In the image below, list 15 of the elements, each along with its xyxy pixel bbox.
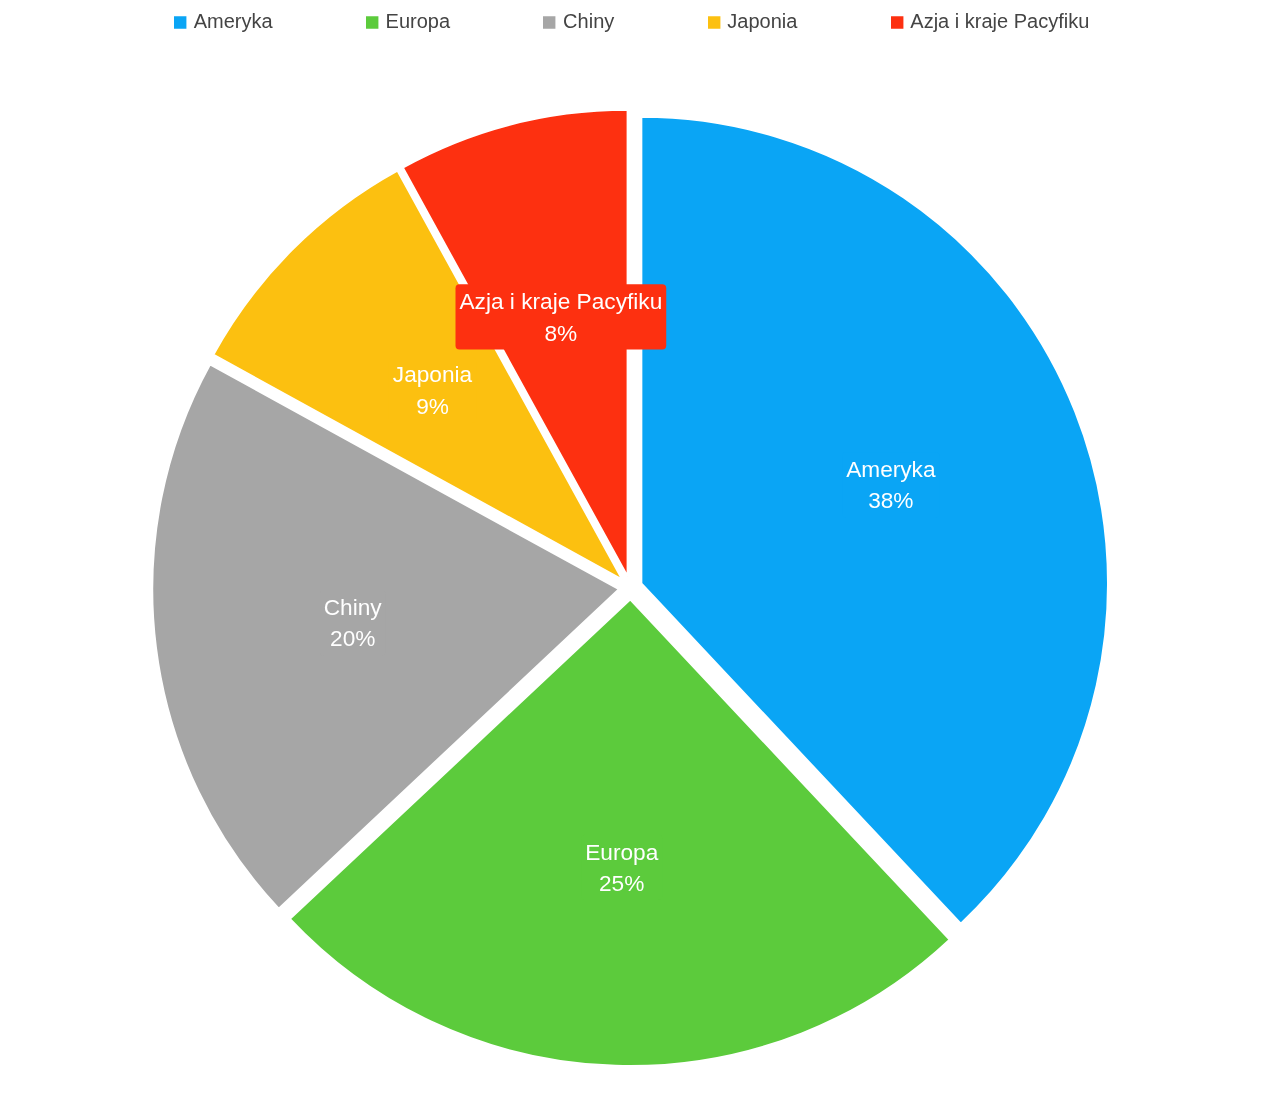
slice-label: Japonia [392, 361, 473, 388]
legend-label: Chiny [563, 10, 615, 33]
slice-label: Azja i kraje Pacyfiku [459, 288, 663, 315]
data-label: 20% [330, 625, 376, 652]
data-label: 8% [544, 319, 578, 346]
legend-label: Europa [385, 10, 451, 33]
slice-label: Chiny [323, 594, 383, 621]
data-label: 9% [416, 392, 449, 419]
legend-label: Japonia [727, 10, 798, 33]
data-label: 25% [599, 869, 645, 896]
slice-label: Europa [585, 838, 659, 865]
legend-label: Ameryka [193, 10, 273, 33]
slice-label: Ameryka [846, 456, 936, 483]
legend-label: Azja i kraje Pacyfiku [910, 10, 1090, 33]
data-label: 38% [868, 487, 914, 514]
